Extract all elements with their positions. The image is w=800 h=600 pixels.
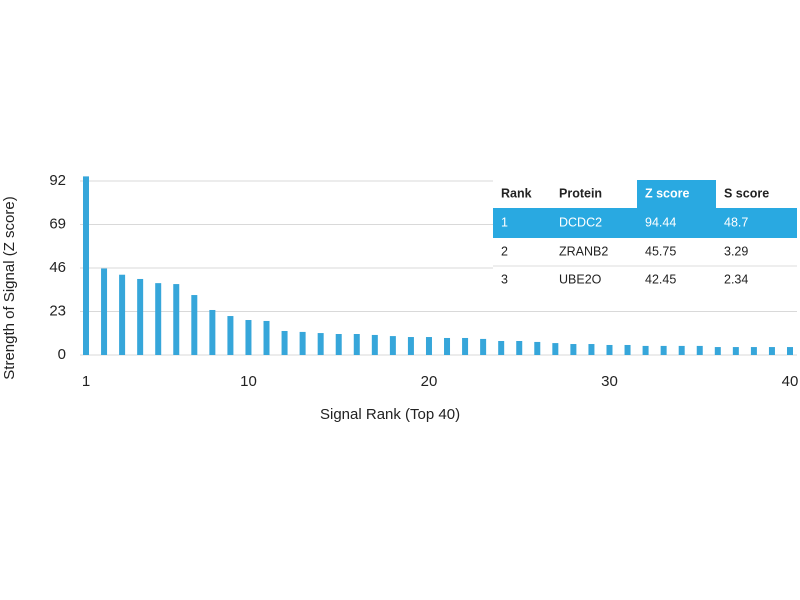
bar	[227, 316, 234, 355]
bar	[389, 336, 396, 355]
header-highlight	[637, 180, 716, 208]
bar	[480, 338, 487, 355]
y-tick-label: 46	[49, 259, 66, 276]
bar	[83, 176, 89, 355]
bar	[534, 341, 541, 355]
bar	[787, 347, 793, 355]
bar	[101, 268, 108, 355]
bar	[353, 334, 360, 355]
y-tick-label: 0	[58, 346, 66, 363]
bar	[606, 344, 613, 355]
table-cell: 94.44	[645, 215, 676, 229]
bar	[768, 347, 775, 355]
bar	[462, 337, 469, 355]
bar	[444, 337, 451, 355]
bar	[299, 331, 306, 355]
bar	[498, 341, 505, 355]
row-highlight	[493, 208, 797, 238]
bar	[714, 347, 721, 355]
bar	[155, 283, 162, 355]
bar	[119, 274, 126, 355]
table-header: S score	[724, 186, 769, 200]
table-cell: 42.45	[645, 272, 676, 286]
bar	[624, 344, 631, 355]
bar	[678, 345, 685, 355]
y-tick-label: 92	[49, 172, 66, 189]
bar	[407, 337, 414, 355]
table-cell: ZRANB2	[559, 244, 608, 258]
table-cell: 2	[501, 244, 508, 258]
table-cell: DCDC2	[559, 215, 602, 229]
bar	[245, 320, 252, 355]
x-tick-label: 30	[601, 373, 618, 390]
table-cell: 3.29	[724, 244, 748, 258]
bar	[516, 341, 523, 355]
bar	[281, 330, 288, 355]
bar	[209, 309, 216, 355]
bar	[732, 347, 739, 355]
bar	[335, 334, 342, 355]
table-cell: 45.75	[645, 244, 676, 258]
table-cell: 1	[501, 215, 508, 229]
bar	[317, 333, 324, 355]
bar	[371, 334, 378, 355]
bar	[191, 295, 198, 355]
x-tick-label: 1	[82, 373, 90, 390]
x-axis-label: Signal Rank (Top 40)	[320, 406, 460, 423]
table: Rank Protein Z score S score 1 DCDC2 94.44 48.7…	[493, 180, 797, 295]
x-tick-label: 40	[782, 373, 799, 390]
x-tick-label: 20	[421, 373, 438, 390]
table-cell: 3	[501, 272, 508, 286]
y-axis-label: Strength of Signal (Z score)	[1, 196, 18, 379]
y-tick-label: 23	[49, 302, 66, 319]
table-cell: 48.7	[724, 215, 748, 229]
bar	[750, 347, 757, 355]
table-cell: 2.34	[724, 272, 748, 286]
bar	[660, 345, 667, 355]
table-header: Protein	[559, 186, 602, 200]
bar	[425, 337, 432, 355]
x-tick-label: 10	[240, 373, 257, 390]
bar	[137, 278, 144, 355]
bar	[588, 344, 595, 355]
table-header: Rank	[501, 186, 532, 200]
table-cell: UBE2O	[559, 272, 602, 286]
bar	[263, 320, 270, 355]
bar	[696, 345, 703, 355]
table-header: Z score	[645, 186, 690, 200]
bar	[173, 284, 180, 355]
bar	[552, 343, 559, 355]
bar	[642, 345, 649, 355]
bar	[570, 344, 577, 355]
y-tick-label: 69	[49, 215, 66, 232]
